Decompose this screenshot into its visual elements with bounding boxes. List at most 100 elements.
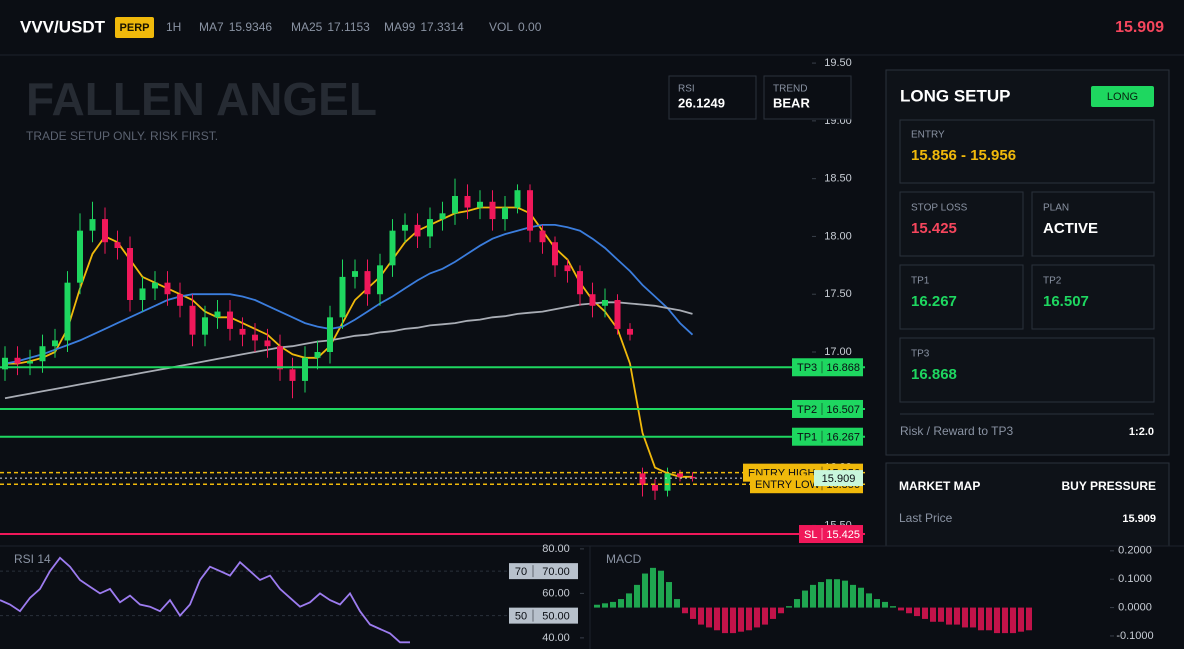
macd-bar xyxy=(706,607,712,628)
long-badge xyxy=(1091,86,1154,107)
level-tag-name: TP2 xyxy=(797,404,817,416)
y-tick-label: 19.50 xyxy=(824,57,852,69)
candle-body xyxy=(164,282,171,295)
candle-body xyxy=(389,230,396,266)
candle-body xyxy=(477,201,483,208)
rsi-box-value: 26.1249 xyxy=(678,95,725,110)
macd-bar xyxy=(634,584,640,608)
macd-bar xyxy=(602,603,608,608)
candle-body xyxy=(539,230,546,243)
market-map-status: BUY PRESSURE xyxy=(1062,479,1156,493)
macd-bar xyxy=(954,607,960,625)
candle-body xyxy=(139,288,146,300)
trend-box-label: TREND xyxy=(773,84,807,95)
volume-value: 0.00 xyxy=(518,20,542,34)
candle-body xyxy=(439,213,446,220)
macd-bar xyxy=(730,607,736,634)
macd-bar xyxy=(826,579,832,608)
price-chart: FALLEN ANGEL TRADE SETUP ONLY. RISK FIRS… xyxy=(2,73,696,500)
macd-bar xyxy=(658,570,664,608)
macd-bar xyxy=(698,607,704,625)
tp1-card xyxy=(899,264,1024,330)
macd-bar xyxy=(642,573,648,608)
candle-body xyxy=(277,346,283,370)
rsi-box-label: RSI xyxy=(678,84,695,95)
macd-bar xyxy=(626,593,632,608)
y-tick-label: -0.1000 xyxy=(1116,630,1153,642)
ma7-readout: MA7 15.9346 xyxy=(199,20,272,34)
macd-bar xyxy=(802,590,808,608)
candle-body xyxy=(589,294,596,306)
macd-bar xyxy=(650,567,656,608)
market-map-frame xyxy=(885,462,1170,554)
candle-body xyxy=(377,265,383,295)
setup-panel: LONG SETUP LONG ENTRY 15.856 - 15.956 ST… xyxy=(885,69,1170,456)
ma-line xyxy=(4,301,693,400)
level-tag-name: TP3 xyxy=(797,362,817,374)
timeframe[interactable]: 1H xyxy=(166,20,181,34)
macd-bar xyxy=(978,607,984,631)
level-tag xyxy=(792,358,863,377)
candle-body xyxy=(652,484,658,491)
level-tag-value: 15.425 xyxy=(826,529,860,541)
macd-bar xyxy=(874,599,880,608)
plan-card xyxy=(1031,191,1155,257)
ma25-readout: MA25 17.1153 xyxy=(291,20,370,34)
candle-body xyxy=(127,247,133,300)
macd-bar xyxy=(858,587,864,608)
ma-value: 15.9346 xyxy=(229,20,273,34)
level-tag-name: ENTRY LOW xyxy=(755,479,821,491)
plan-value: ACTIVE xyxy=(1043,220,1098,237)
candle-body xyxy=(489,201,496,220)
macd-bar xyxy=(882,601,888,608)
rsi-title: RSI 14 xyxy=(14,552,51,566)
header: VVV/USDT PERP 1H MA7 15.9346 MA25 17.1153 … xyxy=(0,17,1184,56)
trend-box xyxy=(763,75,852,120)
last-price-tag xyxy=(814,470,863,487)
candle-body xyxy=(227,311,233,329)
candle-body xyxy=(314,352,321,358)
stop-label: STOP LOSS xyxy=(911,203,968,214)
macd-bar xyxy=(682,607,688,614)
candle-body xyxy=(239,328,246,335)
level-tag-value: 16.868 xyxy=(826,362,860,374)
macd-bar xyxy=(818,582,824,608)
tp2-card xyxy=(1031,264,1155,330)
rsi-box xyxy=(668,75,757,120)
macd-bar xyxy=(746,607,752,631)
rsi-level-tag-value: 50 xyxy=(515,611,527,623)
tp2-value: 16.507 xyxy=(1043,293,1089,310)
y-tick-label: 60.00 xyxy=(542,587,570,599)
candle-body xyxy=(577,271,583,295)
candle-body xyxy=(27,361,33,364)
rsi-level-tag-label: 70.00 xyxy=(542,566,570,578)
entry-value: 15.856 - 15.956 xyxy=(911,147,1016,164)
macd-bar xyxy=(946,607,952,625)
rsi-level-tag xyxy=(509,607,578,624)
candle-body xyxy=(39,346,46,362)
macd-bar xyxy=(994,607,1000,634)
macd-bar xyxy=(738,607,744,632)
symbol: VVV/USDT xyxy=(20,17,106,36)
candle-body xyxy=(614,300,621,329)
candle-body xyxy=(327,317,333,353)
candle-body xyxy=(189,305,196,335)
macd-bar xyxy=(794,599,800,608)
y-tick-label: 0.0000 xyxy=(1118,601,1152,613)
ma99-readout: MA99 17.3314 xyxy=(384,20,464,34)
candle-body xyxy=(527,190,533,231)
macd-bar xyxy=(810,584,816,608)
macd-bar xyxy=(674,599,680,608)
market-map-panel: MARKET MAP BUY PRESSURE Last Price 15.90… xyxy=(885,462,1170,554)
indicator-boxes: RSI 26.1249 TREND BEAR xyxy=(668,75,852,120)
macd-bar xyxy=(786,606,792,608)
macd-bar xyxy=(922,607,928,619)
macd-bar xyxy=(618,599,624,608)
ma-value: 17.1153 xyxy=(327,20,370,34)
candle-body xyxy=(14,357,21,364)
volume-label: VOL xyxy=(489,20,513,34)
macd-bar xyxy=(914,607,920,617)
tp1-value: 16.267 xyxy=(911,293,957,310)
rsi-level-tag xyxy=(509,563,578,580)
macd-bar xyxy=(842,580,848,608)
